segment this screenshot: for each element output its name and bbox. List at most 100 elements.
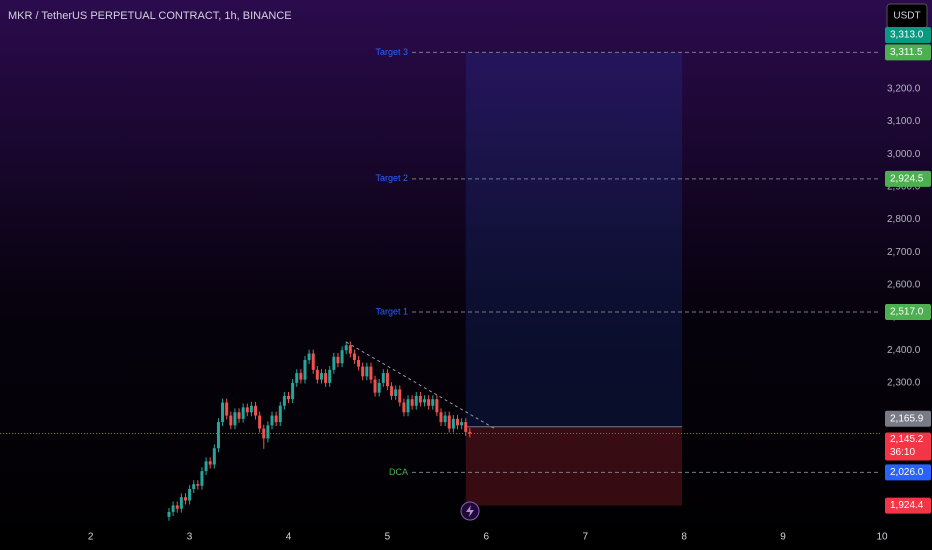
candle-body (443, 415, 447, 423)
level-label: Target 3 (375, 47, 408, 57)
candle-body (278, 405, 282, 423)
price-tag-label: 2,924.5 (890, 174, 924, 185)
candle-body (344, 345, 348, 351)
candle-body (229, 415, 233, 426)
candle-body (377, 382, 381, 393)
price-tag (885, 170, 931, 187)
loss-zone (465, 426, 683, 506)
candle-body (414, 395, 418, 406)
candle-body (365, 366, 369, 377)
candle-body (455, 418, 459, 426)
x-tick-label: 8 (681, 532, 687, 543)
candle-body (324, 373, 328, 383)
price-tag-label: 2,165.9 (890, 413, 924, 424)
candle-body (245, 407, 249, 413)
candle-body (221, 402, 225, 423)
y-tick-label: 3,100.0 (887, 116, 921, 127)
candle-body (315, 369, 319, 380)
level-label: Target 2 (375, 173, 408, 183)
candle-body (406, 399, 410, 413)
y-tick-label: 2,400.0 (887, 345, 921, 356)
candle-body (237, 412, 241, 419)
currency-button[interactable]: USDT (886, 3, 928, 29)
candle-body (307, 353, 311, 361)
candle-body (369, 366, 373, 380)
price-tag (885, 26, 931, 43)
candle-body (233, 412, 237, 426)
candle-body (451, 418, 455, 429)
price-tag (885, 497, 931, 514)
lightning-icon[interactable] (460, 501, 480, 521)
candle-body (179, 497, 183, 509)
price-tag-label: 2,026.0 (890, 467, 924, 478)
candle-body (299, 373, 303, 380)
level-label: Target 1 (375, 306, 408, 316)
candle-body (439, 412, 443, 423)
candle-body (402, 402, 406, 413)
level-label: DCA (389, 467, 408, 477)
candle-body (460, 422, 464, 426)
x-tick-label: 3 (187, 532, 193, 543)
candle-body (291, 382, 295, 400)
candle-body (274, 415, 278, 423)
price-tag-label: 2,517.0 (890, 307, 924, 318)
x-tick-label: 6 (484, 532, 490, 543)
candle-body (340, 350, 344, 364)
x-tick-label: 10 (876, 532, 888, 543)
price-tag (885, 303, 931, 320)
candle-body (208, 461, 212, 465)
price-tag-label: 3,313.0 (890, 30, 924, 41)
candle-body (427, 399, 431, 406)
candle-body (167, 511, 171, 517)
candle-body (216, 422, 220, 449)
y-tick-label: 2,300.0 (887, 378, 921, 389)
countdown: 36:10 (890, 447, 915, 458)
candle-body (188, 489, 192, 501)
x-tick-label: 9 (780, 532, 786, 543)
icon-bolt[interactable] (466, 505, 474, 517)
candle-body (225, 402, 229, 416)
candle-body (410, 399, 414, 406)
last-price-tag (885, 432, 931, 461)
candle-body (468, 431, 472, 434)
chart-title: MKR / TetherUS PERPETUAL CONTRACT, 1h, B… (8, 10, 292, 22)
candle-body (398, 389, 402, 403)
candle-body (183, 497, 187, 501)
y-tick-label: 3,000.0 (887, 149, 921, 160)
candle-body (171, 505, 175, 512)
candle-body (319, 373, 323, 380)
x-tick-label: 7 (582, 532, 588, 543)
candle-body (287, 395, 291, 400)
candle-body (336, 356, 340, 364)
candle-body (196, 484, 200, 486)
candle-body (175, 505, 179, 509)
x-tick-label: 2 (88, 532, 94, 543)
candle-body (361, 366, 365, 377)
button-label[interactable]: USDT (893, 11, 920, 22)
price-tag (885, 464, 931, 481)
profit-zone (465, 52, 683, 427)
y-tick-label: 3,200.0 (887, 84, 921, 95)
candle-body (262, 428, 266, 439)
y-tick-label: 2,800.0 (887, 214, 921, 225)
trendline (345, 341, 495, 430)
candle-body (282, 395, 286, 406)
candle-body (385, 373, 389, 387)
candle-body (357, 360, 361, 367)
candle-body (390, 386, 394, 396)
candle-body (418, 395, 422, 403)
candle-body (373, 379, 377, 393)
price-tag-label: 1,924.4 (890, 500, 924, 511)
candle-body (249, 405, 253, 413)
x-tick-label: 5 (385, 532, 391, 543)
candle-body (431, 399, 435, 406)
candle-body (266, 425, 270, 439)
candle-body (295, 373, 299, 383)
price-tag (885, 410, 931, 427)
y-tick-label: 2,900.0 (887, 182, 921, 193)
price-tag-label: 3,311.5 (890, 47, 923, 58)
candle-body (200, 471, 204, 486)
y-tick-label: 2,700.0 (887, 247, 921, 258)
price-tag (885, 44, 931, 61)
